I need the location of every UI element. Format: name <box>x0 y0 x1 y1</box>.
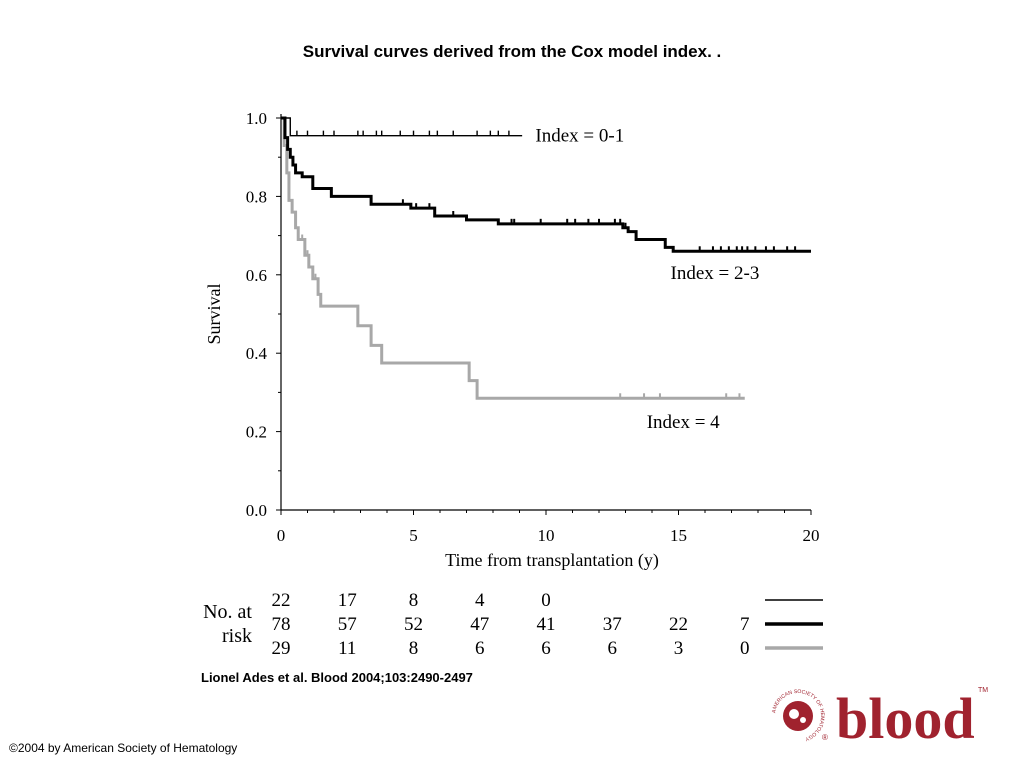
risk-value: 4 <box>475 590 485 611</box>
x-tick-label: 10 <box>538 526 555 545</box>
y-tick-label: 0.0 <box>246 501 267 520</box>
risk-value: 17 <box>338 590 357 611</box>
survival-chart: 0.0 0.2 0.4 0.6 0.8 1.0 0 5 10 15 20 Time from tra… <box>203 109 823 659</box>
risk-value: 37 <box>603 614 622 635</box>
risk-value: 3 <box>674 638 684 659</box>
y-tick-label: 1.0 <box>246 109 267 128</box>
y-tick-label: 0.4 <box>246 344 268 363</box>
series-annotation: Index = 0-1 <box>535 126 624 147</box>
risk-value: 22 <box>669 614 688 635</box>
risk-value: 78 <box>272 614 291 635</box>
risk-value: 8 <box>409 590 419 611</box>
series-annotation: Index = 4 <box>647 412 720 433</box>
cell-icon <box>789 709 799 719</box>
y-axis-label: Survival <box>204 284 224 345</box>
risk-value: 11 <box>338 638 356 659</box>
chart-series <box>281 116 811 400</box>
x-tick-label: 20 <box>803 526 820 545</box>
blood-journal-logo: AMERICAN SOCIETY OF HEMATOLOGY blood TM … <box>771 686 988 748</box>
risk-value: 29 <box>272 638 291 659</box>
risk-value: 52 <box>404 614 423 635</box>
series-line-1 <box>281 116 811 253</box>
series-line-0 <box>281 117 523 137</box>
risk-value: 22 <box>272 590 291 611</box>
y-tick-label: 0.2 <box>246 423 267 442</box>
logo-registered: ® <box>822 733 828 742</box>
series-line-2 <box>281 116 745 400</box>
risk-value: 0 <box>541 590 551 611</box>
risk-value: 47 <box>470 614 489 635</box>
y-tick-label: 0.6 <box>246 266 267 285</box>
risk-value: 8 <box>409 638 419 659</box>
logo-tm: TM <box>978 687 988 694</box>
risk-value: 7 <box>740 614 750 635</box>
risk-value: 57 <box>338 614 357 635</box>
risk-value: 6 <box>541 638 551 659</box>
x-tick-label: 5 <box>409 526 418 545</box>
logo-wordmark: blood <box>836 686 975 748</box>
x-tick-label: 0 <box>277 526 286 545</box>
chart-axes: 0.0 0.2 0.4 0.6 0.8 1.0 0 5 10 15 20 <box>246 109 820 545</box>
cell-icon-small <box>800 717 806 723</box>
risk-value: 6 <box>475 638 485 659</box>
risk-label-line1: No. at <box>203 601 252 623</box>
x-tick-label: 15 <box>670 526 687 545</box>
copyright: ©2004 by American Society of Hematology <box>9 741 238 755</box>
chart-labels: Time from transplantation (y) Survival Ind… <box>204 126 759 571</box>
risk-value: 41 <box>537 614 556 635</box>
risk-value: 6 <box>608 638 618 659</box>
series-annotation: Index = 2-3 <box>671 263 760 284</box>
x-axis-label: Time from transplantation (y) <box>445 550 659 571</box>
y-tick-label: 0.8 <box>246 187 267 206</box>
page-title: Survival curves derived from the Cox mod… <box>302 42 722 61</box>
risk-label-line2: risk <box>222 625 252 647</box>
risk-value: 0 <box>740 638 750 659</box>
citation: Lionel Ades et al. Blood 2004;103:2490-2… <box>201 670 473 685</box>
